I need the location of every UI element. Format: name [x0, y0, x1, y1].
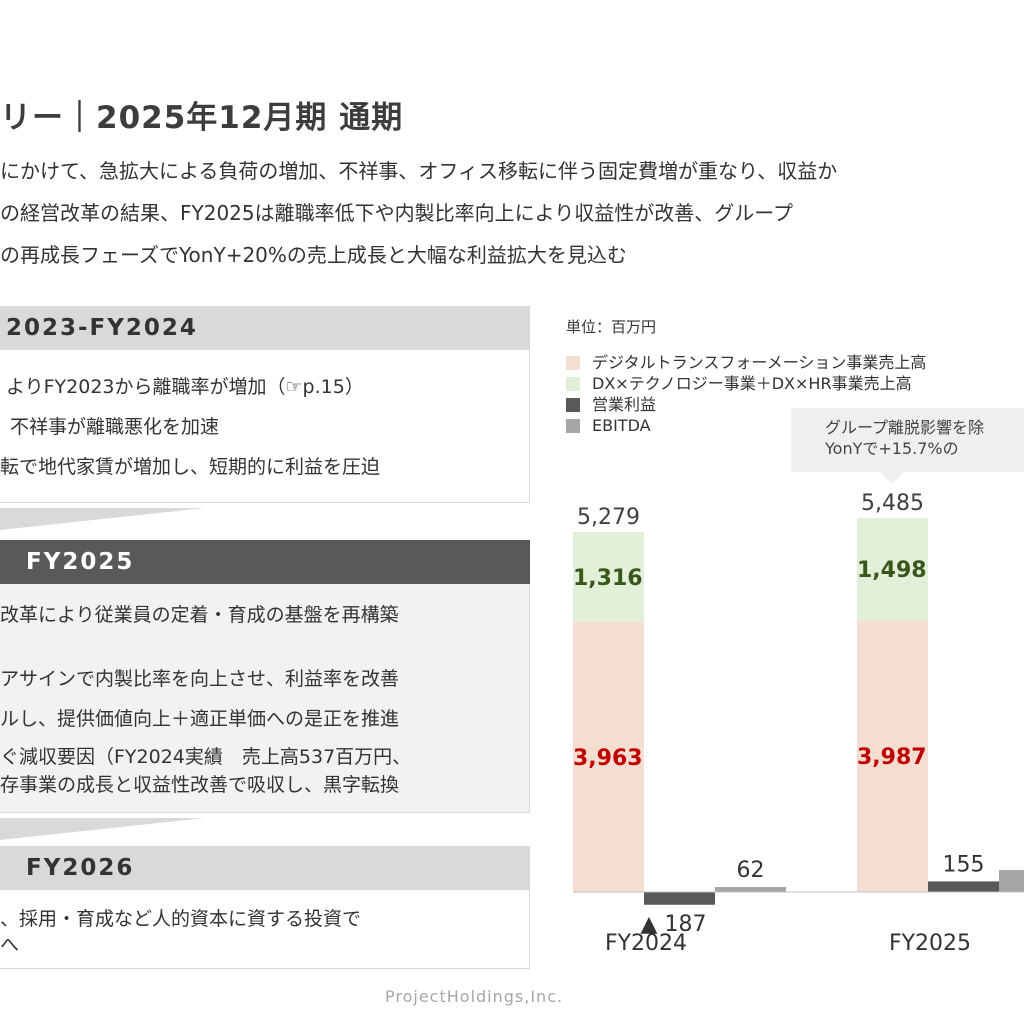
phase-line: ルし、提供価値向上＋適正単価への是正を推進 [0, 708, 400, 730]
callout-line: グループ離脱影響を除 [825, 418, 985, 437]
down-arrow [0, 508, 205, 530]
summary-line: にかけて、急拡大による負荷の増加、不祥事、オフィス移転に伴う固定費増が重なり、収… [0, 159, 838, 183]
legend-item: デジタルトランスフォーメーション事業売上高 [566, 352, 926, 373]
callout-line: YonYで+15.7%の [825, 439, 959, 458]
phase-body-fy2023-fy2024: よりFY2023から離職率が増加（☞p.15） 不祥事が離職悪化を加速 転で地代… [0, 350, 530, 503]
bar-ebitda [715, 887, 786, 892]
legend-item: EBITDA [566, 415, 926, 436]
phase-body-fy2025: 改革により従業員の定着・育成の基盤を再構築 アサインで内製比率を向上させ、利益率… [0, 584, 530, 813]
chart-unit-label: 単位：百万円 [566, 318, 657, 336]
summary-line: の再成長フェーズでYonY+20%の売上成長と大幅な利益拡大を見込む [0, 243, 627, 267]
chart-callout: グループ離脱影響を除 YonYで+15.7%の [791, 408, 1024, 472]
bar-tech-revenue [573, 532, 644, 622]
phase-line: ぐ減収要因（FY2024実績 売上高537百万円、 [0, 746, 412, 768]
phase-header-label: FY2026 [26, 855, 135, 881]
phase-header-fy2026: FY2026 [0, 846, 530, 890]
phase-line: アサインで内製比率を向上させ、利益率を改善 [0, 668, 400, 690]
x-tick-label: FY2024 [605, 931, 687, 956]
bar-label-total: 5,279 [577, 505, 640, 530]
bar-label-operating-profit: 155 [943, 852, 985, 877]
phase-header-fy2023-fy2024: 2023-FY2024 [0, 306, 530, 350]
bar-dx-revenue [857, 620, 928, 892]
phase-header-label: 2023-FY2024 [6, 315, 198, 341]
phase-header-fy2025: FY2025 [0, 540, 530, 584]
bar-dx-revenue [573, 621, 644, 892]
phase-body-fy2026: 、採用・育成など人的資本に資する投資で へ [0, 890, 530, 969]
footer-company: ProjectHoldings,Inc. [385, 987, 564, 1006]
phase-line: 改革により従業員の定着・育成の基盤を再構築 [0, 604, 399, 626]
bar-label-dx: 3,963 [573, 746, 643, 771]
bar-label-tech: 1,316 [573, 566, 643, 591]
phase-line: 、採用・育成など人的資本に資する投資で [0, 908, 362, 930]
bar-label-dx: 3,987 [857, 745, 927, 770]
bar-label-ebitda: 62 [737, 858, 765, 883]
bar-tech-revenue [857, 517, 928, 621]
legend-swatch [566, 355, 580, 370]
legend-swatch [566, 376, 580, 391]
callout-tail [880, 472, 904, 484]
chart-legend: デジタルトランスフォーメーション事業売上高 DX×テクノロジー事業＋DX×HR事… [566, 352, 926, 436]
bar-label-total: 5,485 [861, 491, 924, 516]
legend-label: DX×テクノロジー事業＋DX×HR事業売上高 [592, 374, 912, 393]
bar-label-operating-profit: ▲ 187 [641, 912, 707, 937]
legend-swatch [566, 418, 580, 433]
legend-label: デジタルトランスフォーメーション事業売上高 [592, 353, 927, 372]
phase-line: 転で地代家賃が増加し、短期的に利益を圧迫 [0, 456, 381, 478]
phase-line: へ [0, 934, 20, 956]
summary-line: の経営改革の結果、FY2025は離職率低下や内製比率向上により収益性が改善、グル… [0, 201, 794, 225]
phase-line: 不祥事が離職悪化を加速 [10, 416, 220, 438]
bar-operating-profit [928, 881, 999, 892]
legend-swatch [566, 397, 580, 412]
phase-line: 存事業の成長と収益性改善で吸収し、黒字転換 [0, 774, 400, 796]
legend-label: 営業利益 [592, 395, 657, 414]
bar-ebitda [999, 870, 1024, 892]
legend-item: 営業利益 [566, 394, 926, 415]
legend-item: DX×テクノロジー事業＋DX×HR事業売上高 [566, 373, 926, 394]
bar-operating-profit [644, 892, 715, 905]
legend-label: EBITDA [592, 416, 651, 435]
bar-label-tech: 1,498 [857, 558, 927, 583]
summary-text: にかけて、急拡大による負荷の増加、不祥事、オフィス移転に伴う固定費増が重なり、収… [0, 150, 837, 276]
down-arrow [0, 818, 205, 840]
phase-header-label: FY2025 [26, 549, 135, 575]
phase-line: よりFY2023から離職率が増加（☞p.15） [6, 376, 364, 398]
page-title: リー｜2025年12月期 通期 [0, 100, 404, 136]
x-tick-label: FY2025 [889, 931, 971, 956]
